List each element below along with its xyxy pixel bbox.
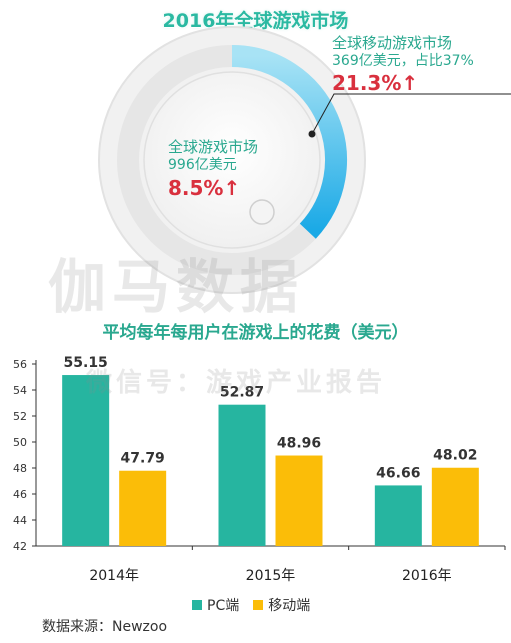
legend-item-pc: PC端 — [192, 595, 239, 615]
mobile-market-callout: 全球移动游戏市场 369亿美元，占比37% 21.3%↑ — [332, 34, 507, 96]
total-market-callout: 全球游戏市场 996亿美元 8.5%↑ — [168, 138, 288, 202]
bar-value-label: 48.96 — [277, 436, 321, 452]
chart-legend: PC端 移动端 — [192, 595, 324, 615]
donut-knob — [249, 199, 275, 225]
total-market-growth: 8.5%↑ — [168, 176, 241, 200]
bar — [218, 404, 266, 546]
bar-chart-title: 平均每年每用户在游戏上的花费（美元） — [102, 323, 409, 343]
mobile-market-label: 全球移动游戏市场 — [332, 34, 453, 52]
y-tick-label: 56 — [13, 358, 27, 371]
legend-swatch-mobile — [253, 600, 264, 610]
x-category-label: 2015年 — [246, 568, 296, 584]
y-tick-label: 46 — [13, 488, 27, 501]
bar — [431, 467, 479, 546]
total-market-value: 996亿美元 — [168, 157, 237, 173]
y-tick-label: 50 — [13, 436, 27, 449]
bar-chart: 42 44 46 48 50 52 54 56 55.15 47.79 52.87 48.96 46.… — [13, 355, 506, 584]
donut-inner-disk — [143, 71, 321, 249]
bar-value-label: 48.02 — [433, 448, 477, 464]
bar — [119, 470, 167, 546]
bar — [374, 485, 422, 546]
data-source: 数据来源：Newzoo — [42, 619, 168, 635]
bar-value-label: 55.15 — [64, 355, 108, 371]
bar — [62, 375, 110, 546]
watermark-main: 伽马数据 — [48, 253, 305, 321]
page-title: 2016年全球游戏市场 — [162, 10, 349, 32]
watermark-sub: 微信号：游戏产业报告 — [86, 368, 387, 398]
donut-mobile-arc — [231, 45, 347, 239]
callout-line — [311, 93, 511, 135]
legend-label-pc: PC端 — [207, 598, 240, 614]
y-tick-label: 44 — [13, 514, 27, 527]
mobile-market-value: 369亿美元，占比37% — [332, 53, 474, 69]
legend-item-mobile: 移动端 — [253, 595, 310, 615]
y-tick-label: 48 — [13, 462, 27, 475]
total-market-label: 全球游戏市场 — [168, 138, 259, 156]
bar — [275, 455, 323, 546]
mobile-market-growth: 21.3%↑ — [332, 71, 419, 95]
donut-chart — [98, 26, 511, 294]
bar-value-label: 47.79 — [121, 451, 165, 467]
bar-value-label: 46.66 — [376, 465, 420, 481]
y-tick-label: 42 — [13, 540, 27, 553]
y-tick-label: 54 — [13, 384, 27, 397]
bar-value-label: 52.87 — [220, 385, 264, 401]
legend-swatch-pc — [192, 600, 202, 610]
y-tick-label: 52 — [13, 410, 27, 423]
legend-label-mobile: 移动端 — [268, 598, 311, 614]
x-category-label: 2016年 — [402, 568, 452, 584]
x-category-label: 2014年 — [89, 568, 139, 584]
